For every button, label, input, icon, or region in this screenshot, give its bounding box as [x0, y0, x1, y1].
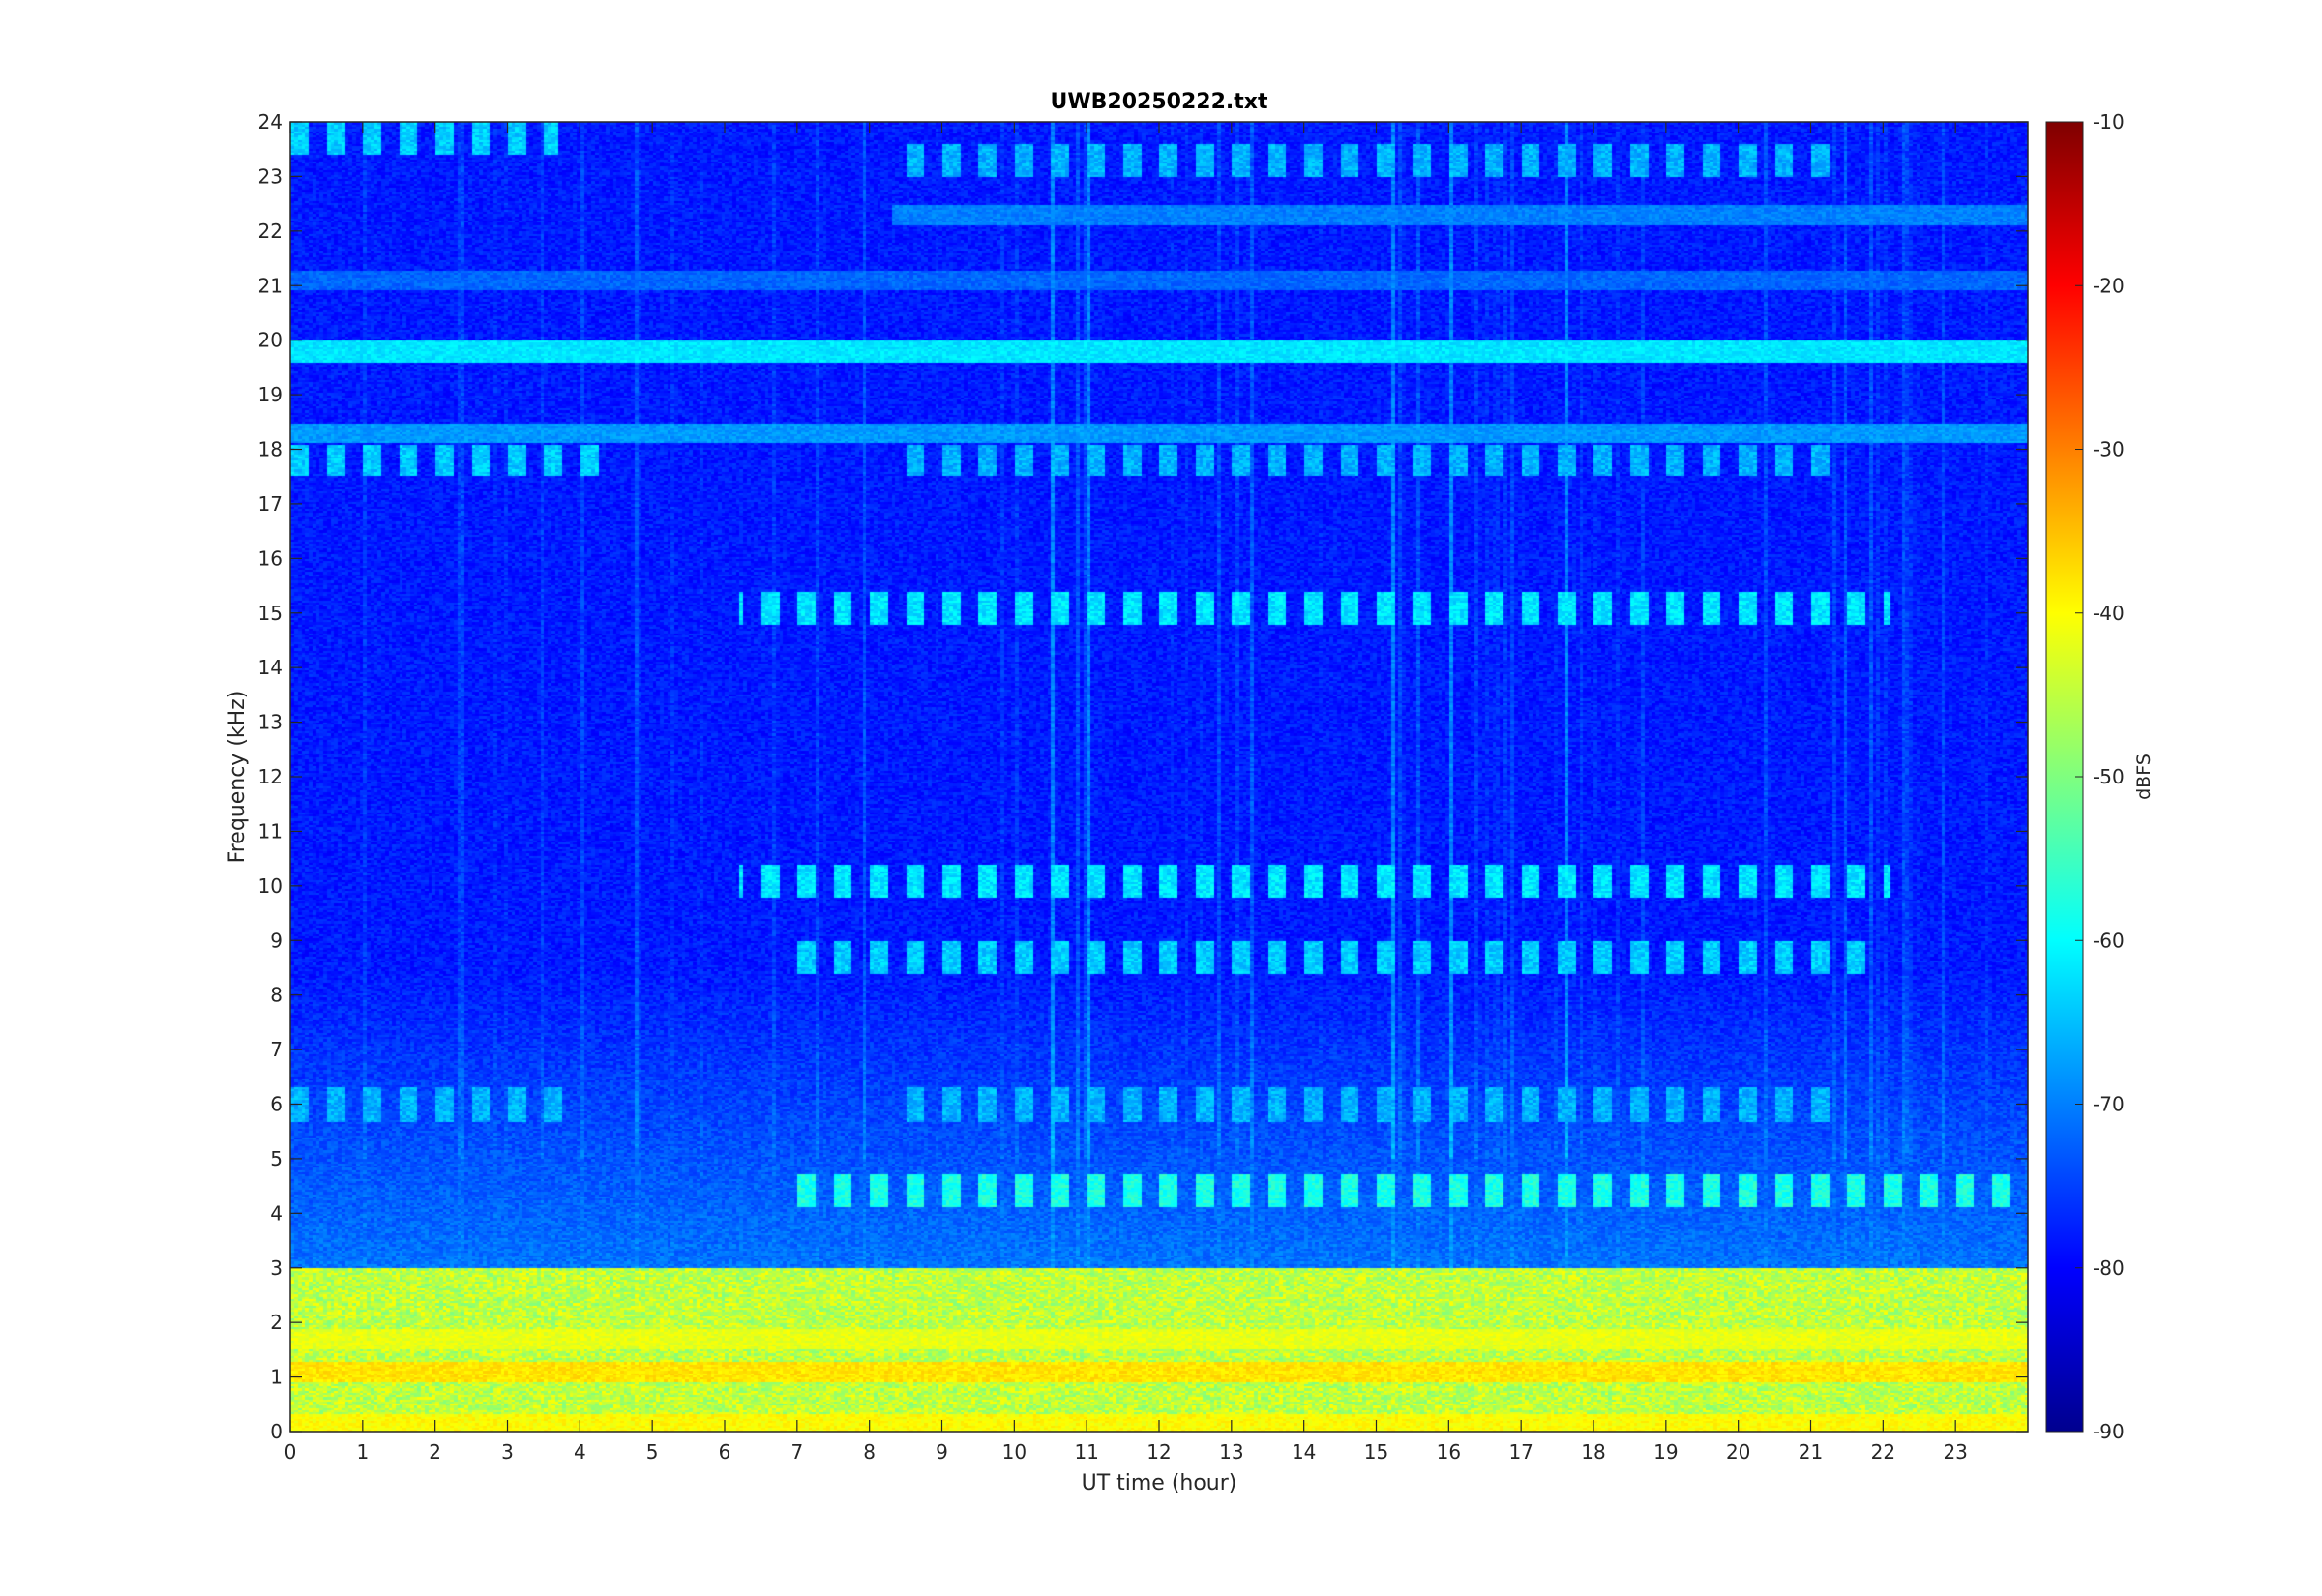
x-tick-label: 13	[1219, 1440, 1243, 1463]
colorbar-tick-label: -50	[2093, 765, 2125, 788]
x-tick-label: 4	[574, 1440, 586, 1463]
x-tick-label: 22	[1871, 1440, 1895, 1463]
x-tick-label: 21	[1799, 1440, 1823, 1463]
y-tick-label: 13	[258, 711, 283, 734]
y-tick-label: 10	[258, 874, 283, 898]
x-tick-label: 9	[936, 1440, 948, 1463]
x-axis-label: UT time (hour)	[1082, 1471, 1237, 1495]
y-tick-label: 1	[270, 1366, 283, 1389]
y-tick-label: 4	[270, 1201, 283, 1225]
y-tick-label: 0	[270, 1420, 283, 1443]
y-axis-label: Frequency (kHz)	[225, 691, 250, 864]
colorbar-tick-label: -10	[2093, 110, 2125, 133]
colorbar-tick-label: -40	[2093, 602, 2125, 625]
colorbar-tick-label: -70	[2093, 1093, 2125, 1116]
chart-title: UWB20250222.txt	[1051, 90, 1268, 114]
y-tick-label: 3	[270, 1256, 283, 1280]
y-tick-label: 19	[258, 383, 283, 406]
y-tick-label: 6	[270, 1093, 283, 1116]
x-tick-label: 16	[1437, 1440, 1461, 1463]
y-tick-label: 9	[270, 929, 283, 952]
x-axis: 0 1 2 3 4 5 6 7 8 9 10 11 12 13 14 15 16 17 18 19 20 21 22 23	[284, 122, 1968, 1463]
y-tick-label: 24	[258, 110, 283, 133]
y-tick-label: 14	[258, 656, 283, 679]
x-tick-label: 17	[1508, 1440, 1533, 1463]
colorbar-tick-label: -60	[2093, 929, 2125, 952]
x-tick-label: 5	[646, 1440, 659, 1463]
colorbar-label: dBFS	[2133, 754, 2155, 800]
x-tick-label: 11	[1074, 1440, 1098, 1463]
colorbar-tick-label: -80	[2093, 1256, 2125, 1280]
x-tick-label: 15	[1364, 1440, 1388, 1463]
x-tick-label: 0	[284, 1440, 297, 1463]
x-tick-label: 18	[1581, 1440, 1605, 1463]
x-tick-label: 1	[356, 1440, 369, 1463]
colorbar-axis: -10 -20 -30 -40 -50 -60 -70 -80 -90	[2075, 110, 2125, 1443]
y-tick-label: 23	[258, 164, 283, 188]
x-tick-label: 3	[501, 1440, 514, 1463]
spectrogram-heatmap	[290, 122, 2028, 1432]
y-tick-label: 16	[258, 547, 283, 570]
y-tick-label: 5	[270, 1147, 283, 1170]
spectrogram-plot-area	[290, 122, 2028, 1432]
y-tick-label: 11	[258, 819, 283, 842]
y-tick-label: 2	[270, 1311, 283, 1334]
y-tick-label: 22	[258, 220, 283, 243]
x-tick-label: 10	[1002, 1440, 1027, 1463]
y-tick-label: 18	[258, 438, 283, 461]
y-tick-label: 8	[270, 984, 283, 1007]
x-tick-label: 8	[863, 1440, 876, 1463]
x-tick-label: 2	[429, 1440, 441, 1463]
y-tick-label: 15	[258, 602, 283, 625]
x-tick-label: 14	[1292, 1440, 1316, 1463]
colorbar-tick-label: -20	[2093, 274, 2125, 297]
x-tick-label: 19	[1653, 1440, 1678, 1463]
colorbar-tick-label: -90	[2093, 1420, 2125, 1443]
y-tick-label: 12	[258, 765, 283, 788]
y-tick-label: 21	[258, 274, 283, 297]
y-tick-label: 7	[270, 1038, 283, 1061]
y-tick-label: 20	[258, 329, 283, 352]
colorbar-tick-label: -30	[2093, 438, 2125, 461]
x-tick-label: 7	[790, 1440, 803, 1463]
x-tick-label: 20	[1726, 1440, 1750, 1463]
x-tick-label: 6	[719, 1440, 731, 1463]
x-tick-label: 23	[1943, 1440, 1967, 1463]
x-tick-label: 12	[1146, 1440, 1171, 1463]
y-tick-label: 17	[258, 492, 283, 516]
